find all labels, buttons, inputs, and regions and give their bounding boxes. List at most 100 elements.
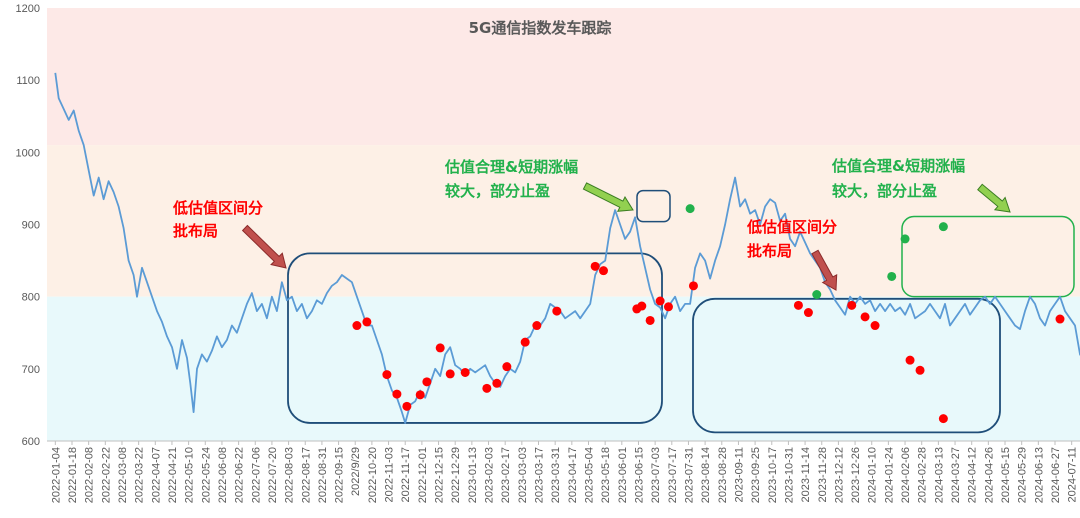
x-tick-label: 2023-07-03 <box>650 447 662 503</box>
x-tick-label: 2022-10-20 <box>367 447 379 503</box>
x-axis: 2022-01-04 2022-01-18 2022-02-08 2022-02-22… <box>47 440 1080 503</box>
x-tick-label: 2023-03-31 <box>550 447 562 503</box>
x-tick-label: 2024-07-11 <box>1067 447 1079 502</box>
x-tick-label: 2022-11-17 <box>400 447 412 502</box>
x-tick-label: 2023-11-14 <box>800 447 812 502</box>
band-2 <box>47 296 1080 441</box>
box-low-1 <box>287 252 663 424</box>
buy-marker <box>637 301 647 311</box>
arrow-green-1 <box>582 182 634 212</box>
buy-marker <box>362 317 372 327</box>
band-1 <box>47 145 1080 297</box>
x-tick-label: 2022-05-24 <box>200 447 212 503</box>
x-tick-label: 2023-09-25 <box>750 447 762 503</box>
x-tick-label: 2023-01-13 <box>467 447 479 503</box>
buy-marker <box>482 383 492 393</box>
buy-marker <box>382 370 392 380</box>
buy-marker <box>435 343 445 353</box>
x-tick-label: 2023-02-17 <box>500 447 512 503</box>
x-tick-label: 2023-02-03 <box>484 447 496 503</box>
buy-marker <box>688 281 698 291</box>
buy-marker <box>645 315 655 325</box>
x-tick-label: 2022-09-15 <box>334 447 346 503</box>
x-tick-label: 2022-05-10 <box>184 447 196 503</box>
sell-marker <box>812 290 822 300</box>
x-tick-label: 2024-06-13 <box>1033 447 1045 503</box>
buy-marker <box>552 306 562 316</box>
x-tick-label: 2023-05-18 <box>600 447 612 503</box>
highlight-boxes <box>287 189 1075 434</box>
x-tick-label: 2023-03-03 <box>517 447 529 503</box>
annotation-2-line-1: 估值合理&短期涨幅 <box>444 158 578 176</box>
buy-marker <box>415 390 425 400</box>
x-tick-label: 2022-01-04 <box>50 447 62 503</box>
x-tick-label: 2023-11-28 <box>817 447 829 502</box>
buy-marker <box>445 369 455 379</box>
x-tick-label: 2024-02-28 <box>917 447 929 503</box>
x-tick-label: 2024-03-13 <box>933 447 945 503</box>
buy-marker <box>655 296 665 306</box>
arrow-green-2 <box>977 183 1011 213</box>
x-tick-label: 2024-01-24 <box>883 447 895 503</box>
arrow-red-2 <box>811 249 838 291</box>
y-tick-label: 700 <box>22 364 40 376</box>
annotation-3: 低估值区间分 批布局 <box>746 218 837 260</box>
background-bands <box>47 8 1080 441</box>
buy-marker <box>402 401 412 411</box>
x-tick-label: 2024-03-27 <box>950 447 962 503</box>
x-tick-label: 2023-09-11 <box>733 447 745 502</box>
x-tick-label: 2023-03-17 <box>534 447 546 503</box>
annotation-2: 估值合理&短期涨幅 较大，部分止盈 <box>444 158 578 200</box>
markers <box>352 204 1065 424</box>
x-tick-label: 2023-12-26 <box>850 447 862 503</box>
band-0 <box>47 8 1080 146</box>
y-tick-label: 800 <box>22 292 40 304</box>
buy-marker <box>870 321 880 331</box>
buy-marker <box>663 302 673 312</box>
x-tick-label: 2022-07-20 <box>267 447 279 503</box>
x-tick-label: 2022-02-22 <box>100 447 112 503</box>
series-line <box>54 72 1080 424</box>
x-tick-label: 2022-12-01 <box>417 447 429 503</box>
x-tick-label: 2022-03-08 <box>117 447 129 503</box>
buy-marker <box>352 321 362 331</box>
sell-marker <box>900 234 910 244</box>
y-axis: 600 700 800 900 1000 1100 1200 <box>16 3 40 448</box>
x-tick-label: 2023-10-17 <box>767 447 779 503</box>
annotation-2-line-2: 较大，部分止盈 <box>445 182 550 200</box>
series-0-line <box>54 72 1080 424</box>
x-tick-label: 2023-06-15 <box>633 447 645 503</box>
x-tick-label: 2024-05-29 <box>1017 447 1029 503</box>
annotation-1-line-1: 低估值区间分 <box>172 199 263 217</box>
x-tick-label: 2024-04-26 <box>983 447 995 503</box>
x-tick-label: 2022-03-22 <box>134 447 146 503</box>
x-tick-label: 2022-11-03 <box>384 447 396 502</box>
annotation-1-line-2: 批布局 <box>173 222 218 240</box>
chart-title: 5G通信指数发车跟踪 <box>469 19 612 37</box>
x-tick-label: 2022-08-03 <box>284 447 296 503</box>
x-tick-label: 2024-06-27 <box>1050 447 1062 503</box>
x-tick-label: 2023-08-14 <box>700 447 712 503</box>
buy-marker <box>502 362 512 372</box>
x-tick-label: 2023-12-12 <box>833 447 845 503</box>
annotation-1: 低估值区间分 批布局 <box>172 199 263 240</box>
buy-marker <box>793 300 803 310</box>
box-low-2 <box>692 297 1001 434</box>
sell-marker <box>938 222 948 232</box>
x-tick-label: 2022-04-07 <box>150 447 162 503</box>
box-high-2 <box>901 215 1075 298</box>
buy-marker <box>598 266 608 276</box>
annotation-3-line-2: 批布局 <box>747 242 792 260</box>
sell-marker <box>887 271 897 281</box>
arrow-red-1 <box>241 224 287 269</box>
y-tick-label: 1000 <box>16 147 40 159</box>
buy-marker <box>938 414 948 424</box>
buy-marker <box>590 261 600 271</box>
annotation-4: 估值合理&短期涨幅 较大，部分止盈 <box>831 157 965 200</box>
x-tick-label: 2022-08-31 <box>317 447 329 503</box>
x-tick-label: 2023-05-04 <box>583 447 595 503</box>
buy-marker <box>520 337 530 347</box>
x-tick-label: 2024-02-06 <box>900 447 912 503</box>
annotation-arrows <box>241 182 1011 291</box>
y-tick-label: 600 <box>22 436 40 448</box>
